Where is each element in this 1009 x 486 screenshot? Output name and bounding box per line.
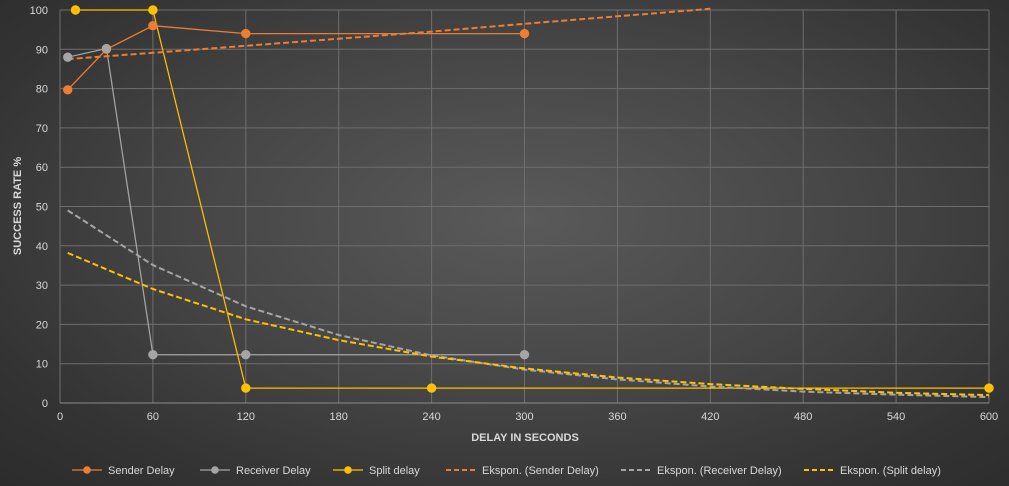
data-point-marker	[70, 5, 81, 15]
line-series-1	[67, 47, 525, 356]
legend-swatch-marker	[344, 466, 352, 474]
x-tick-label: 600	[980, 411, 998, 423]
data-point-marker	[63, 52, 73, 62]
data-point-marker	[148, 5, 158, 15]
data-point-marker	[101, 43, 112, 54]
x-tick-label: 180	[330, 411, 348, 423]
data-point-marker	[63, 85, 73, 95]
line-series-0	[67, 25, 525, 91]
y-tick-label: 80	[36, 84, 48, 96]
y-tick-label: 10	[36, 359, 48, 371]
axes: 0 10 20 30 40 50 60 70 80 90 100 0 60 120 180 240 300 360…	[30, 5, 999, 423]
x-tick-label: 120	[237, 411, 255, 423]
trendline-series-4	[67, 209, 990, 399]
y-tick-label: 20	[36, 319, 48, 331]
data-point-marker	[519, 28, 530, 39]
series-lines	[67, 7, 990, 399]
x-tick-label: 540	[887, 411, 905, 423]
x-tick-label: 480	[794, 411, 812, 423]
y-tick-label: 100	[30, 5, 48, 17]
data-point-marker	[984, 383, 994, 393]
data-point-marker	[519, 349, 530, 360]
y-tick-label: 40	[36, 241, 48, 253]
y-tick-label: 50	[36, 202, 48, 214]
data-point-marker	[426, 383, 437, 393]
data-point-marker	[148, 349, 158, 360]
data-point-marker	[241, 28, 251, 39]
y-tick-label: 90	[36, 44, 48, 56]
data-point-marker	[148, 21, 158, 31]
y-tick-label: 30	[36, 280, 48, 292]
y-axis-title: SUCCESS RATE %	[12, 157, 24, 255]
legend-label: Split delay	[369, 465, 420, 477]
data-point-marker	[241, 349, 251, 360]
legend-label: Receiver Delay	[236, 465, 311, 477]
x-tick-label: 240	[422, 411, 440, 423]
series-markers	[63, 5, 994, 393]
line-series-2	[75, 9, 989, 389]
x-tick-label: 60	[147, 411, 159, 423]
legend-label: Ekspon. (Receiver Delay)	[657, 465, 782, 477]
legend-label: Sender Delay	[108, 465, 175, 477]
legend: Sender Delay Receiver Delay Split delay Eks…	[72, 465, 941, 477]
gridlines	[59, 9, 990, 404]
legend-swatch-marker	[83, 466, 91, 474]
x-tick-label: 420	[701, 411, 719, 423]
y-tick-label: 0	[42, 398, 48, 410]
trendline-series-5	[67, 251, 990, 397]
data-point-marker	[241, 383, 251, 393]
x-axis-title: DELAY IN SECONDS	[471, 432, 579, 444]
y-tick-label: 70	[36, 123, 48, 135]
legend-label: Ekspon. (Sender Delay)	[482, 465, 599, 477]
legend-label: Ekspon. (Split delay)	[840, 465, 941, 477]
x-tick-label: 0	[57, 411, 63, 423]
y-tick-label: 60	[36, 162, 48, 174]
legend-swatch-marker	[211, 466, 219, 474]
trendline-series-3	[67, 7, 711, 61]
x-tick-label: 300	[515, 411, 533, 423]
x-tick-label: 360	[608, 411, 626, 423]
